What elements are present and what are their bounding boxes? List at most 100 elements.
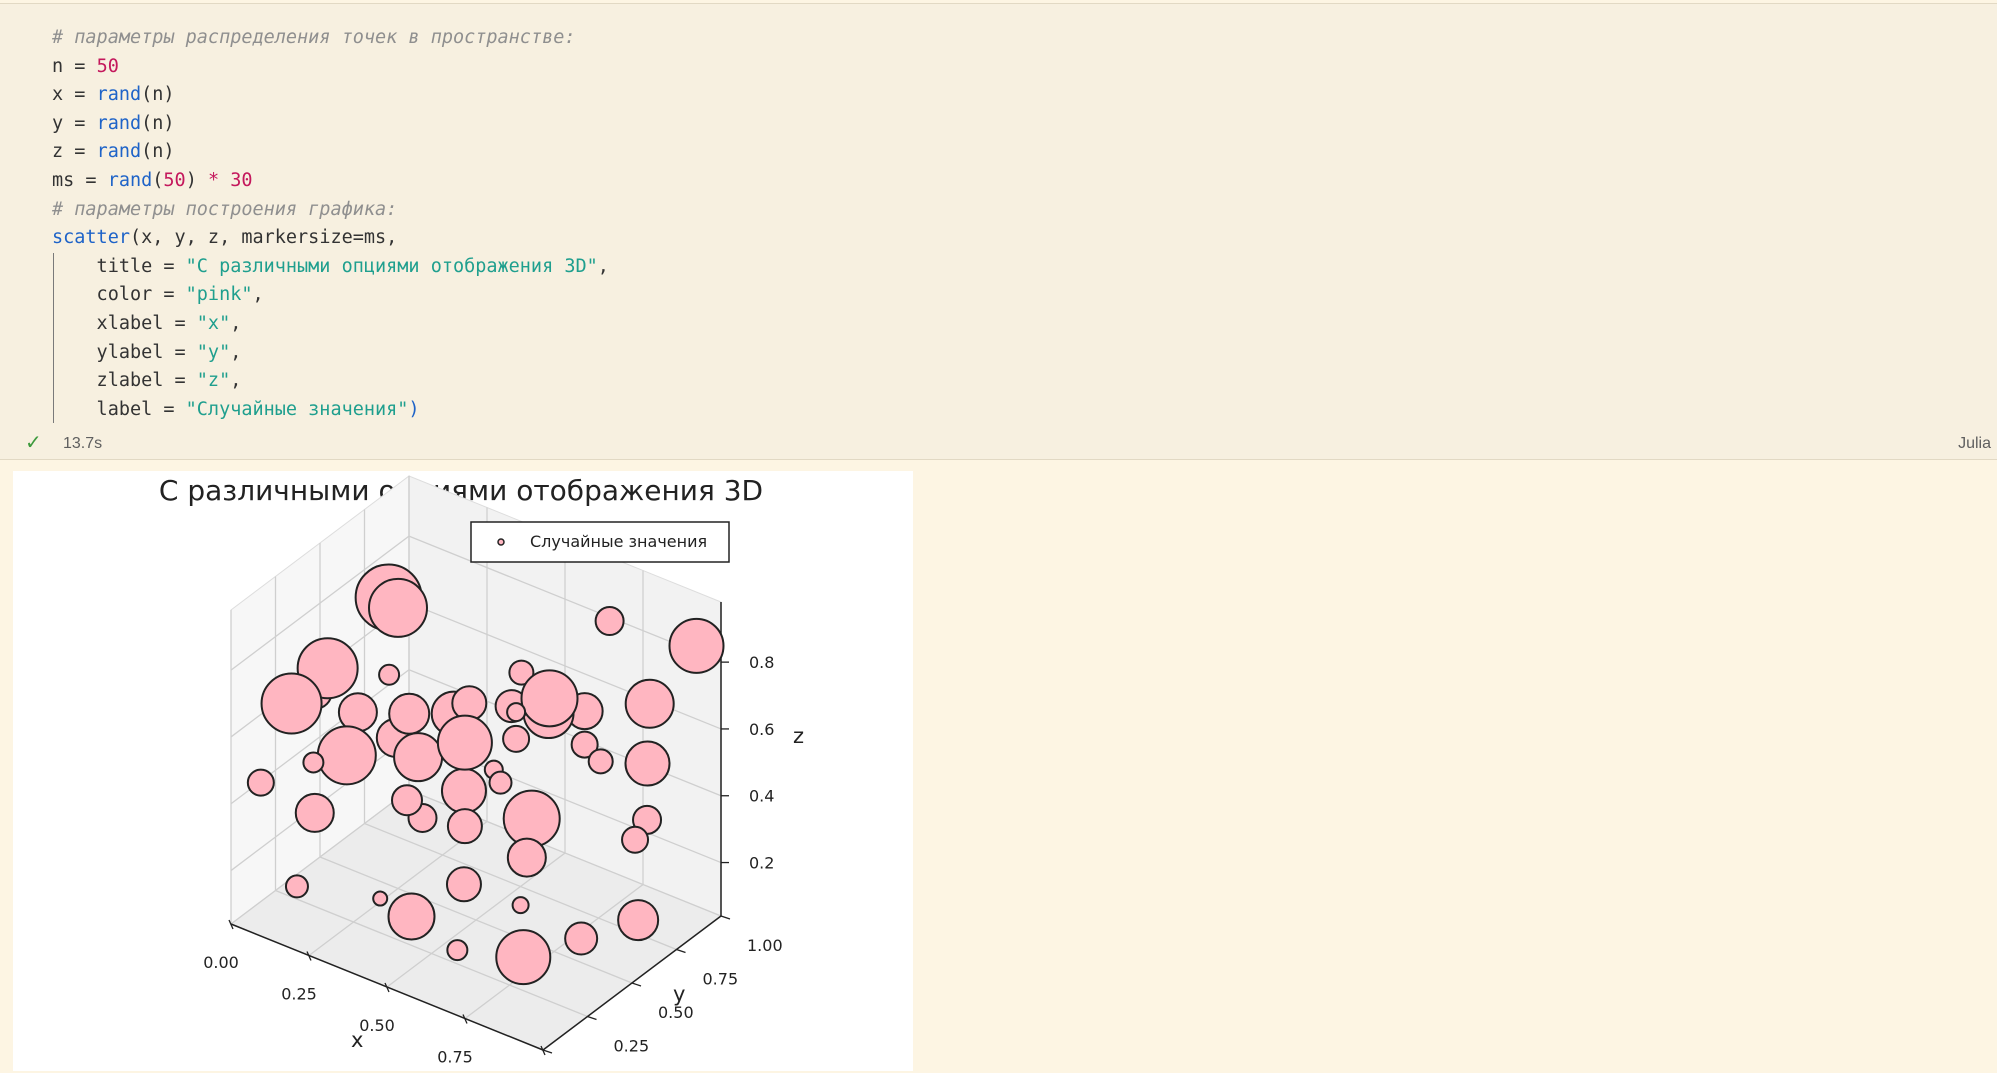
y-tick [676, 948, 686, 954]
scatter-point [624, 740, 671, 787]
code-token: label = [52, 398, 186, 420]
code-token: # параметры распределения точек в простр… [52, 27, 576, 48]
indent-guide [53, 253, 54, 423]
code-token [219, 170, 230, 191]
code-token: x = [52, 84, 97, 106]
scatter-point [587, 748, 614, 775]
code-line[interactable]: n = 50 [52, 53, 609, 82]
code-token: # параметры построения графика: [52, 198, 398, 220]
y-tick [720, 915, 731, 920]
z-tick-label: 0.8 [749, 653, 774, 672]
code-cell[interactable]: # параметры распределения точек в простр… [0, 3, 1997, 460]
y-axis-label: y [673, 982, 685, 1006]
y-tick-label: 0.25 [614, 1037, 650, 1056]
code-token: ) [185, 169, 208, 191]
code-line[interactable]: ylabel = "y", [52, 339, 609, 368]
scatter-point [372, 890, 389, 907]
code-token: ( [152, 169, 164, 191]
scatter-point [511, 896, 530, 915]
code-token: "С различными опциями отображения 3D" [185, 255, 598, 277]
code-line[interactable]: # параметры построения графика: [52, 196, 609, 225]
code-token: xlabel = [52, 312, 197, 334]
x-axis-label: x [351, 1028, 363, 1052]
cell-output: С различными опциями отображения 3D 0.00… [13, 471, 913, 1071]
code-line[interactable]: zlabel = "z", [52, 367, 609, 396]
code-token: 30 [230, 169, 253, 191]
scatter-point [445, 866, 482, 903]
code-token: 50 [96, 55, 119, 77]
scatter-point [302, 751, 325, 774]
code-token: , [230, 341, 242, 363]
x-tick-label: 0.25 [281, 985, 317, 1004]
scatter-point [506, 702, 527, 723]
scatter-point [388, 692, 431, 735]
code-line[interactable]: label = "Случайные значения") [52, 396, 609, 425]
code-line[interactable]: xlabel = "x", [52, 310, 609, 339]
z-tick-label: 0.4 [749, 787, 774, 806]
code-token: (n) [141, 141, 175, 163]
code-token: rand [96, 112, 142, 134]
scatter-point [368, 577, 428, 638]
x-tick-label: 0.00 [203, 953, 239, 972]
execution-time: 13.7s [63, 435, 103, 452]
code-token: rand [96, 141, 142, 163]
code-token: ms = [52, 169, 108, 191]
code-token: title = [52, 255, 186, 277]
scatter-point [624, 678, 675, 729]
cell-language[interactable]: Julia [1958, 435, 1991, 452]
scatter-point [446, 939, 469, 962]
code-token: "pink" [185, 284, 253, 306]
code-token: 50 [163, 169, 186, 191]
scatter-point [495, 929, 552, 986]
code-line[interactable]: scatter(x, y, z, markersize=ms, [52, 224, 609, 253]
scatter-point [387, 892, 436, 941]
x-tick [384, 982, 390, 993]
scatter-point [668, 617, 725, 674]
code-line[interactable]: x = rand(n) [52, 81, 609, 110]
scatter-point [617, 899, 660, 942]
code-token: , [252, 284, 264, 306]
code-line[interactable]: y = rand(n) [52, 110, 609, 139]
check-icon: ✓ [25, 432, 42, 454]
scatter-point [520, 669, 579, 728]
code-token: scatter [52, 227, 130, 249]
code-token: color = [52, 284, 186, 306]
code-token: , [230, 312, 242, 334]
scatter-point [260, 672, 323, 735]
y-tick [631, 982, 642, 987]
code-token: "z" [196, 370, 231, 392]
code-token: "y" [196, 341, 231, 363]
code-line[interactable]: # параметры распределения точек в простр… [52, 24, 609, 53]
scatter-point [502, 724, 531, 753]
code-line[interactable]: title = "С различными опциями отображени… [52, 253, 609, 282]
x-tick [306, 951, 312, 961]
scatter-point [508, 659, 535, 686]
y-tick-label: 1.00 [747, 936, 783, 955]
scatter-point [393, 732, 444, 783]
scatter-point [488, 770, 513, 795]
code-token: ) [408, 398, 420, 420]
grid-line [319, 856, 633, 984]
code-token: y = [52, 112, 97, 134]
legend-label: Случайные значения [530, 532, 707, 551]
code-token: , [230, 370, 242, 392]
legend-box [470, 521, 730, 563]
scatter-point [284, 874, 309, 899]
code-line[interactable]: z = rand(n) [52, 138, 609, 167]
scatter-point [440, 767, 487, 814]
scatter-point [246, 768, 275, 797]
code-token: rand [107, 169, 153, 191]
scatter-point [391, 784, 423, 817]
y-tick-label: 0.50 [658, 1003, 694, 1022]
scatter3d-chart: С различными опциями отображения 3D 0.00… [159, 474, 804, 1071]
y-tick-label: 0.00 [569, 1070, 605, 1071]
code-token: (n) [141, 84, 175, 106]
y-tick [587, 1015, 597, 1021]
code-editor[interactable]: # параметры распределения точек в простр… [52, 24, 609, 424]
code-token: zlabel = [52, 370, 197, 392]
code-line[interactable]: color = "pink", [52, 281, 609, 310]
z-axis-label: z [793, 724, 804, 748]
grid-line [230, 669, 722, 805]
code-token: rand [96, 84, 142, 106]
code-line[interactable]: ms = rand(50) * 30 [52, 167, 609, 196]
